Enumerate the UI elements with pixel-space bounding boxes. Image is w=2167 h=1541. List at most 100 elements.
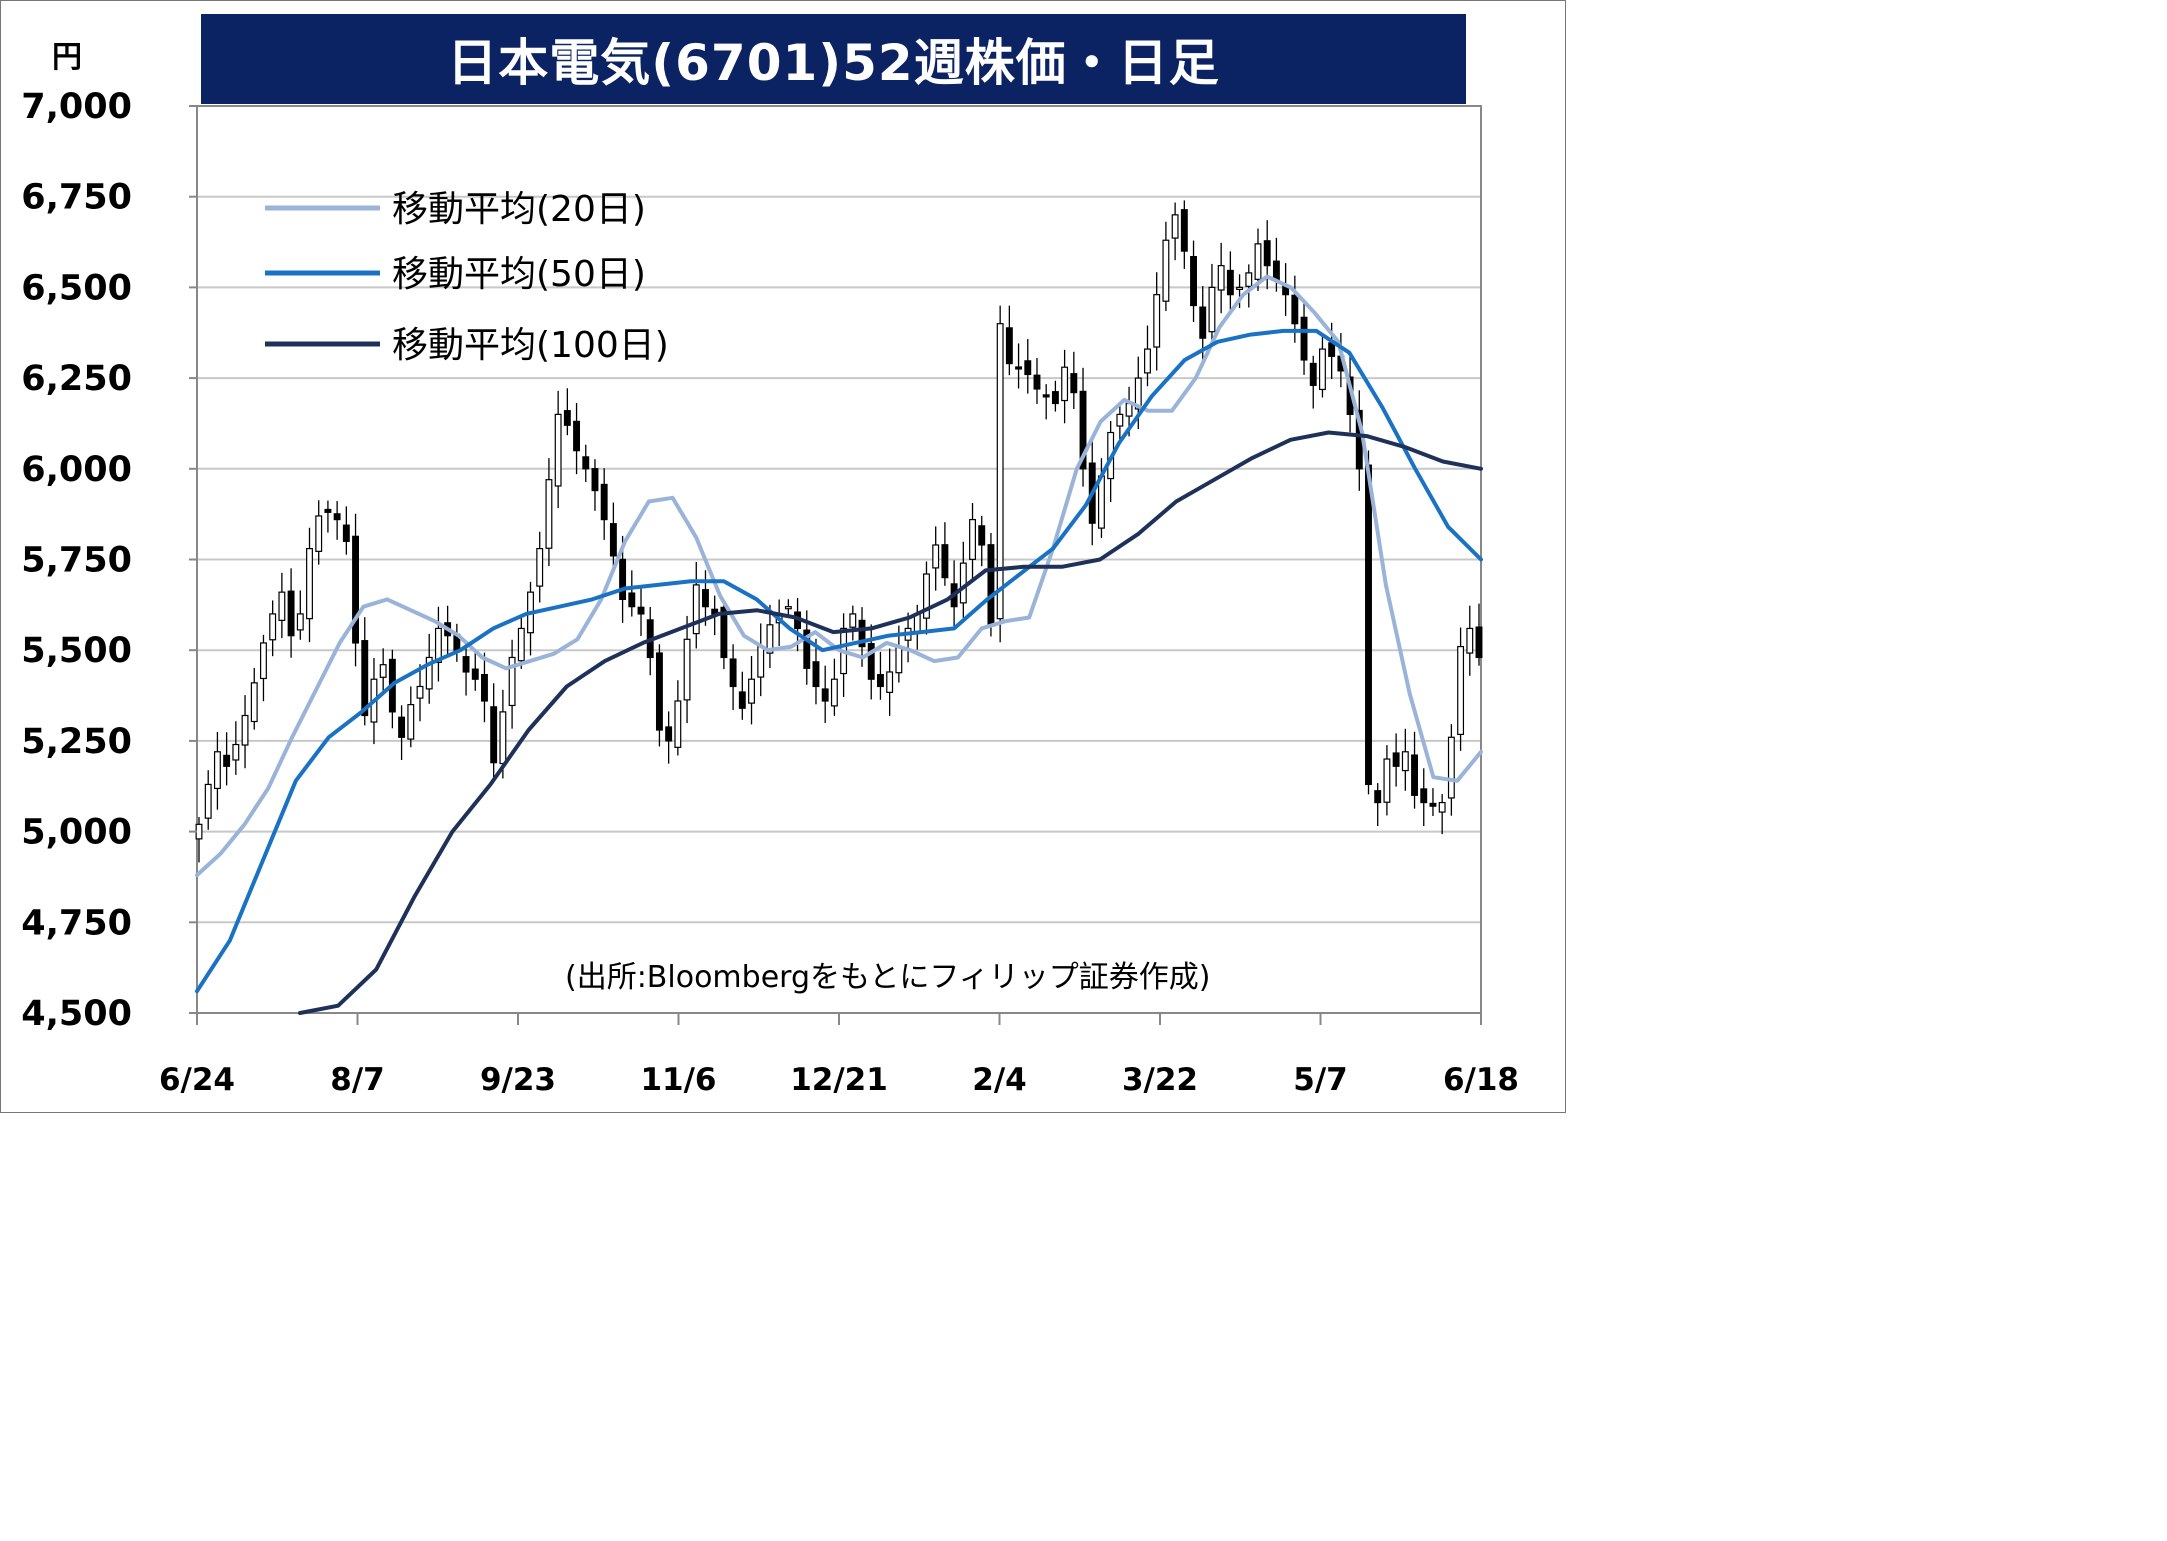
candle-body [1070, 373, 1078, 394]
x-tick-label: 8/7 [330, 1062, 384, 1098]
candle-body [1272, 260, 1280, 281]
y-tick-label: 4,500 [21, 994, 132, 1034]
x-tick-label: 12/21 [790, 1062, 888, 1098]
candle-body [1365, 464, 1372, 786]
candle-body [1226, 269, 1234, 296]
candle-body [250, 682, 258, 723]
candle-body [1291, 294, 1299, 325]
candle-body [941, 544, 949, 579]
candle-body [591, 468, 599, 492]
candle-body [352, 535, 360, 644]
candle-body [1144, 348, 1151, 374]
candle-body [738, 691, 746, 709]
candle-body [296, 613, 304, 631]
candle-body [1024, 360, 1032, 376]
y-axis-unit: 円 [52, 40, 82, 75]
candle-body [1134, 377, 1142, 410]
candle-body [1318, 348, 1326, 391]
candle-body [490, 706, 498, 764]
candle-body [665, 726, 673, 742]
candle-body [996, 323, 1004, 620]
grid-lines [197, 195, 1481, 924]
candle-body [1125, 402, 1133, 417]
candle-body [1300, 316, 1308, 361]
candle-body [637, 606, 645, 615]
chart-svg: 4,500 4,750 5,000 5,250 5,500 5,750 6,000 6,250… [21, 87, 1519, 1098]
candle-body [407, 704, 415, 740]
candle-body [702, 589, 709, 608]
candle-body [287, 590, 295, 637]
candle-body [1153, 294, 1161, 348]
candle-body [315, 515, 323, 552]
candle-body [481, 673, 488, 702]
candle-body [434, 627, 442, 664]
candle-body [573, 420, 581, 452]
candle-body [757, 645, 765, 678]
candle-body [1420, 788, 1428, 804]
candle-body [720, 606, 728, 659]
candle-body [1180, 209, 1188, 252]
candle-body [342, 524, 350, 542]
candle-body [987, 544, 995, 626]
candle-body [812, 661, 820, 688]
candle-body [969, 518, 976, 560]
candle-body [554, 413, 562, 487]
candle-body [1116, 413, 1124, 427]
candle-body [978, 525, 986, 546]
candle-body [1033, 374, 1041, 390]
candle-body [471, 668, 479, 680]
candle-body [1005, 327, 1013, 365]
candle-body [895, 645, 903, 674]
candle-body [204, 783, 212, 819]
x-tick-label: 11/6 [640, 1062, 716, 1098]
candle-body [398, 716, 406, 738]
x-tick-label: 6/24 [159, 1062, 235, 1098]
candle-body [425, 656, 433, 690]
candle-body [1411, 754, 1418, 796]
candle-body [821, 688, 829, 702]
y-tick-label: 5,750 [21, 541, 132, 581]
x-tick-label: 5/7 [1293, 1062, 1347, 1098]
x-tick-label: 6/18 [1443, 1062, 1519, 1098]
candle-body [1309, 362, 1317, 386]
candle-body [655, 652, 663, 731]
y-tick-label: 6,750 [21, 178, 132, 218]
candle-body [867, 643, 875, 680]
candle-body [619, 558, 627, 601]
candle-body [1475, 626, 1483, 659]
candle-body [1438, 801, 1446, 813]
y-tick-label: 5,000 [21, 813, 132, 853]
candle-body [241, 714, 249, 746]
candle-body [1466, 627, 1474, 654]
candle-body [1457, 645, 1465, 736]
legend-label: 移動平均(20日) [392, 189, 646, 230]
candle-body [692, 584, 700, 635]
candle-body [499, 711, 507, 765]
y-tick-label: 5,250 [21, 722, 132, 762]
candle-body [361, 640, 369, 717]
candle-body [609, 523, 617, 557]
candle-body [1374, 790, 1382, 804]
candle-body [803, 629, 811, 669]
candle-body [1254, 243, 1262, 280]
candle-body [1447, 736, 1455, 799]
candle-body [1051, 391, 1059, 405]
x-tick-label: 3/22 [1122, 1062, 1198, 1098]
candle-body [416, 685, 424, 699]
candle-body [536, 548, 544, 587]
candle-body [886, 671, 894, 693]
candle-body [1171, 214, 1179, 239]
candle-body [1199, 306, 1207, 339]
candle-body [1042, 394, 1050, 398]
y-tick-label: 6,000 [21, 450, 132, 490]
candle-body [1061, 366, 1069, 402]
candle-body [462, 656, 470, 673]
chart-frame [0, 0, 1566, 1113]
candle-body [260, 642, 267, 680]
candle-body [876, 674, 884, 688]
candle-body [306, 548, 313, 620]
candle-body [324, 508, 332, 513]
candle-body [1401, 751, 1409, 772]
x-tick-label: 9/23 [480, 1062, 556, 1098]
y-axis: 4,500 4,750 5,000 5,250 5,500 5,750 6,000 6,250… [21, 87, 197, 1034]
